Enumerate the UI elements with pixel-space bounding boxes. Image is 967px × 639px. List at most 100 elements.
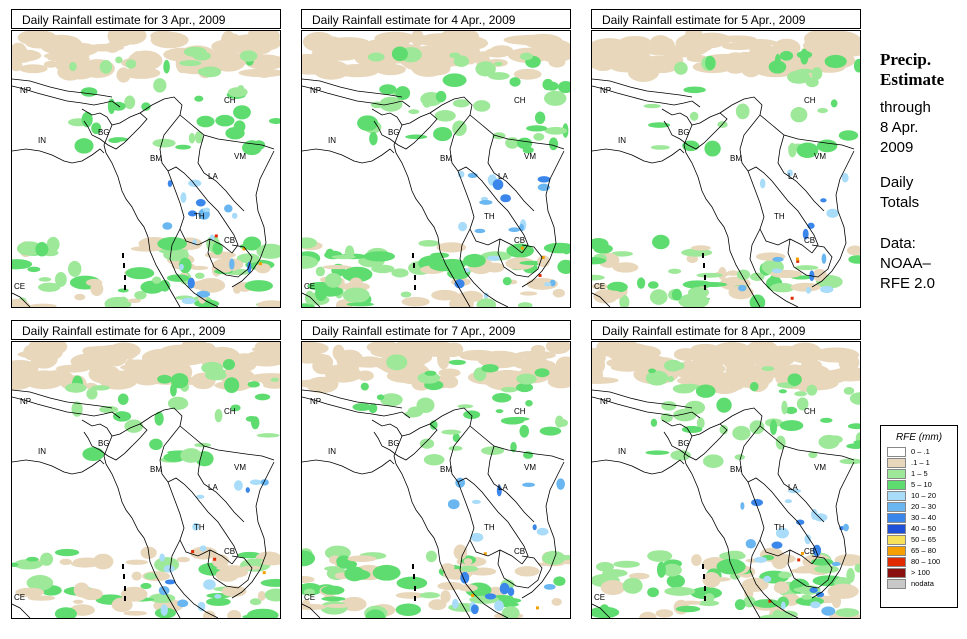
rain-cell <box>761 366 775 371</box>
rain-cell <box>140 360 181 373</box>
rain-cell <box>453 55 470 67</box>
rain-cell <box>800 48 809 65</box>
rain-cell <box>227 610 242 618</box>
legend-label: .1 – 1 <box>911 458 930 467</box>
rain-cell <box>543 583 556 590</box>
rain-cell <box>235 38 260 55</box>
rain-cell <box>448 445 463 451</box>
rain-cell <box>510 441 517 453</box>
rain-cell <box>325 603 350 608</box>
rainfall-map: NP CH IN BG BM VM LA TH CB CE <box>301 341 571 619</box>
rain-cell <box>423 454 445 466</box>
country-label: TH <box>194 212 205 221</box>
rain-cell <box>347 555 377 563</box>
rain-cell <box>352 403 372 411</box>
boundary-line <box>747 170 813 254</box>
country-label: BM <box>440 154 452 163</box>
rain-cell <box>175 144 191 150</box>
rain-cell <box>734 599 746 611</box>
rain-cell <box>846 245 860 256</box>
country-label: CH <box>224 96 236 105</box>
rain-cell <box>691 554 702 566</box>
rain-cell <box>224 377 240 394</box>
rain-cell <box>201 361 224 375</box>
rain-cell <box>315 266 325 277</box>
rain-cell <box>221 566 248 578</box>
rain-cell <box>355 357 369 366</box>
rain-cell <box>148 593 176 604</box>
rain-cell <box>366 342 401 354</box>
country-label: VM <box>234 152 246 161</box>
country-boundaries <box>302 389 565 618</box>
rain-cell <box>753 599 781 608</box>
rain-cell <box>302 342 329 356</box>
rain-cell <box>233 105 251 120</box>
rain-cell <box>458 349 498 361</box>
rain-cell <box>786 169 793 177</box>
rain-cell <box>826 208 839 218</box>
rain-cell <box>315 285 327 302</box>
rain-cell <box>322 265 352 270</box>
rain-cell <box>194 131 203 144</box>
rain-cell <box>674 365 717 377</box>
country-label: CB <box>224 236 235 245</box>
country-label: IN <box>38 447 46 456</box>
rain-cell <box>780 601 786 610</box>
rain-cell <box>649 289 668 305</box>
legend-item: 40 – 50 <box>887 523 957 534</box>
country-label: NP <box>310 86 321 95</box>
rain-cell <box>72 599 84 604</box>
rain-cell <box>513 68 542 80</box>
rain-cell <box>643 103 661 109</box>
rain-cell <box>425 550 437 563</box>
island <box>702 253 704 258</box>
sidebar-title-line2: Estimate <box>880 70 945 89</box>
rainfall-field <box>592 31 860 307</box>
panel-title: Daily Rainfall estimate for 8 Apr., 2009 <box>591 320 861 340</box>
rain-cell <box>502 276 512 286</box>
rain-cell <box>257 591 266 601</box>
rain-cell <box>260 578 280 587</box>
boundary-line <box>103 435 113 465</box>
boundary-line <box>592 85 701 108</box>
island <box>704 285 706 290</box>
rain-cell <box>199 342 217 362</box>
rain-cell <box>167 180 173 187</box>
rain-cell <box>647 281 659 289</box>
rain-cell <box>181 297 196 305</box>
rain-cell <box>92 553 114 570</box>
island <box>703 574 705 579</box>
rain-cell <box>258 262 262 266</box>
rain-cell <box>781 400 788 415</box>
rain-cell <box>474 228 486 234</box>
legend-item: 0 – .1 <box>887 446 957 457</box>
rain-cell <box>695 384 716 398</box>
boundary-line <box>661 419 728 461</box>
rain-cell <box>533 133 545 141</box>
rain-cell <box>778 389 787 394</box>
rain-cell <box>380 393 403 407</box>
rain-cell <box>479 199 493 205</box>
legend-swatch <box>887 469 906 479</box>
rain-cell <box>379 96 403 112</box>
rain-cell <box>82 447 105 462</box>
panel-title: Daily Rainfall estimate for 7 Apr., 2009 <box>301 320 571 340</box>
rain-cell <box>552 288 565 298</box>
rain-cell <box>758 369 794 378</box>
rain-cell <box>71 361 86 370</box>
rain-cell <box>257 300 280 307</box>
rain-cell <box>458 221 468 232</box>
boundary-line <box>749 539 799 618</box>
rain-cell <box>810 601 821 609</box>
rain-cell <box>353 267 369 280</box>
rain-cell <box>214 408 223 423</box>
rain-cell <box>796 519 805 525</box>
rain-cell <box>772 609 784 618</box>
rain-cell <box>794 265 819 271</box>
rainfall-field <box>12 31 280 307</box>
island <box>413 263 415 268</box>
island <box>703 263 705 268</box>
rain-cell <box>434 110 456 122</box>
through-label: through <box>880 99 931 116</box>
rain-cell <box>395 592 425 599</box>
